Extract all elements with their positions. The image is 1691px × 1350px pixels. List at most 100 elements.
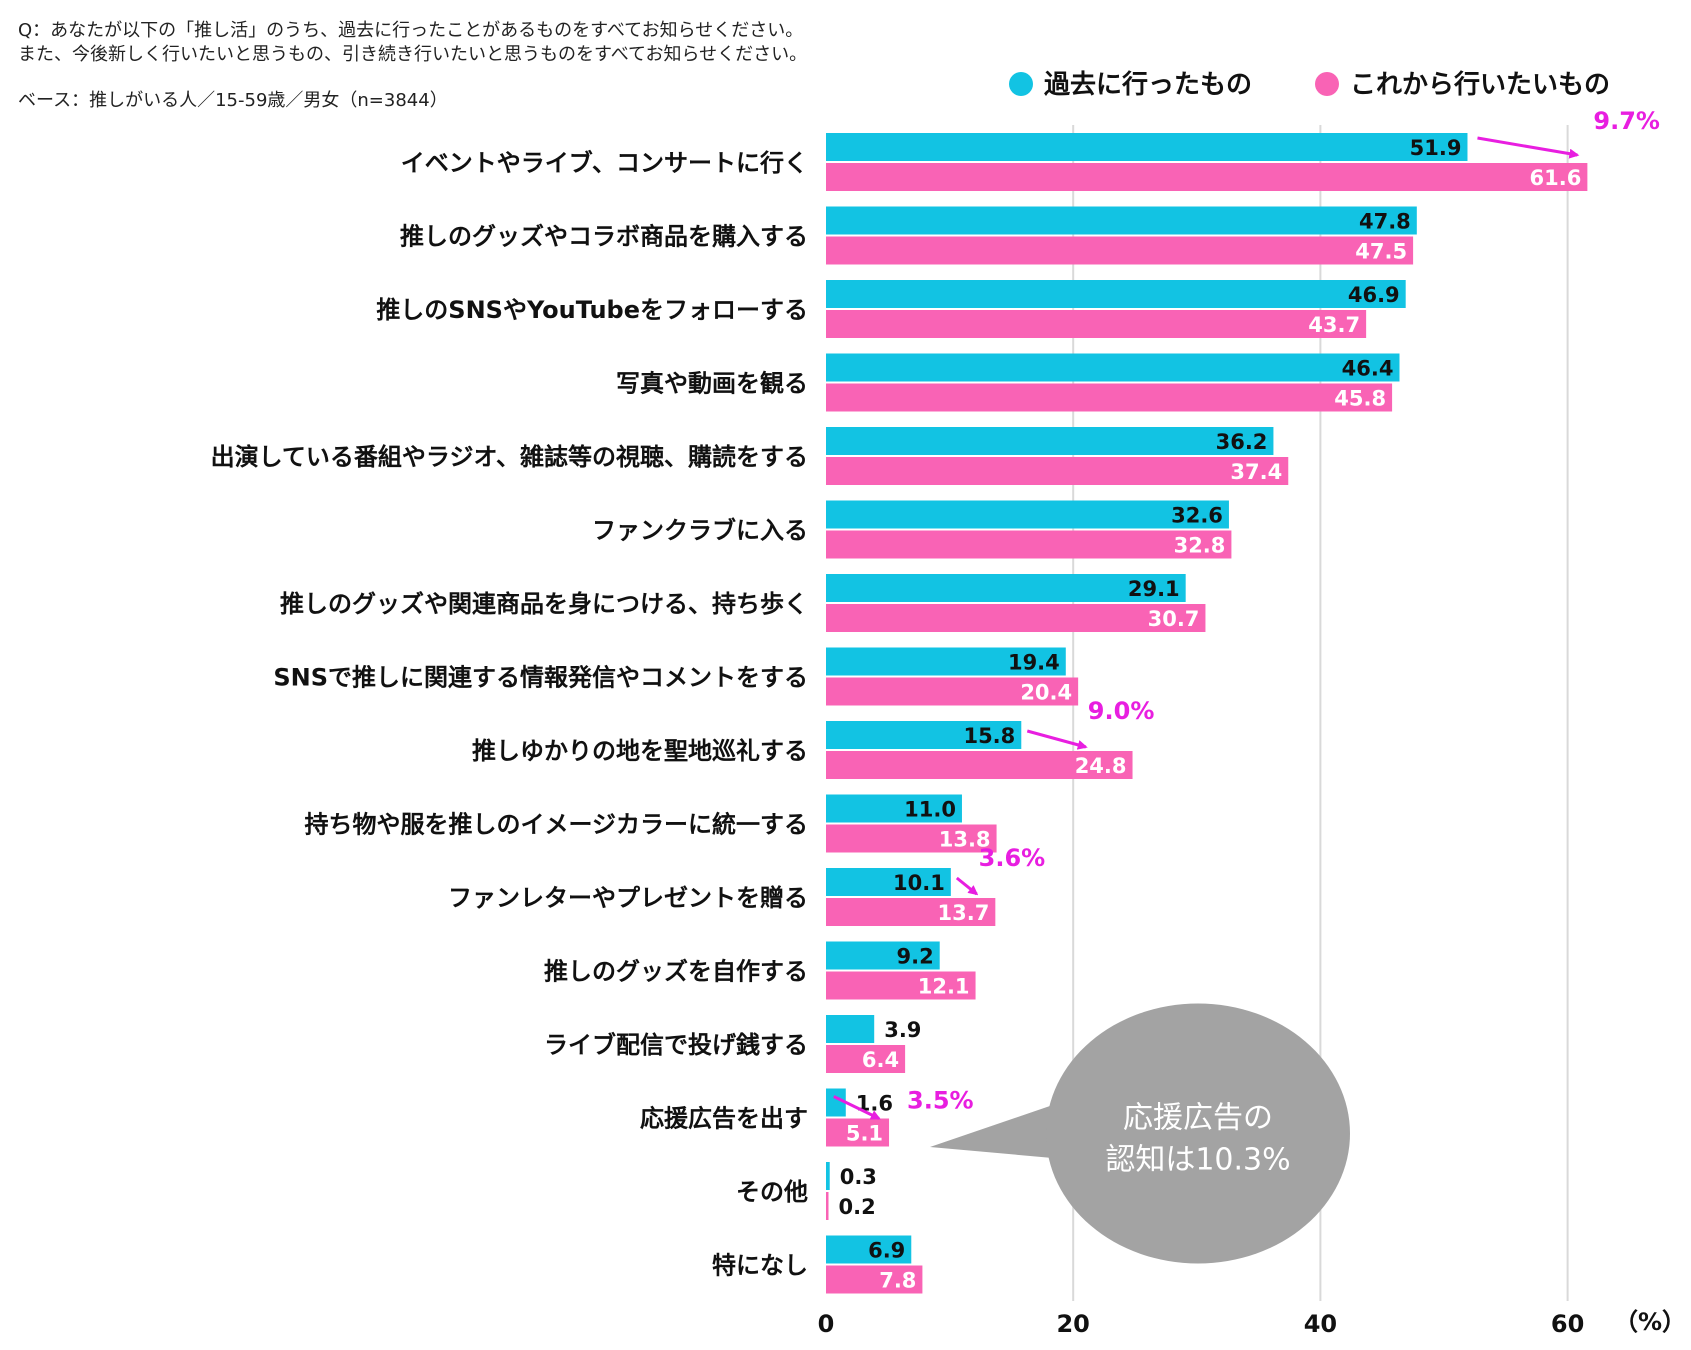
difference-arrow xyxy=(1026,729,1088,750)
bar-past xyxy=(826,1162,830,1190)
category-label: 推しのグッズやコラボ商品を購入する xyxy=(400,223,808,251)
bar-past xyxy=(826,941,940,970)
question-line-2: また、今後新しく行いたいと思うもの、引き続き行いたいと思うものをすべてお知らせく… xyxy=(18,44,808,65)
value-label-future: 61.6 xyxy=(1530,166,1582,190)
value-label-future: 47.5 xyxy=(1355,240,1407,264)
bar-future xyxy=(826,1192,829,1220)
base-note: ベース：推しがいる人／15-59歳／男女（n=3844） xyxy=(18,90,448,111)
callout-pointer xyxy=(930,1095,1082,1160)
bar-past xyxy=(826,353,1400,382)
value-label-future: 6.4 xyxy=(862,1048,899,1072)
bar-past xyxy=(826,1015,875,1043)
difference-label: 3.5% xyxy=(907,1087,974,1115)
bar-future xyxy=(826,604,1206,632)
bar-future xyxy=(826,1045,906,1073)
category-label: 応援広告を出す xyxy=(640,1105,808,1133)
bar-past xyxy=(826,206,1417,235)
difference-arrow xyxy=(833,1095,881,1120)
value-label-future: 13.8 xyxy=(939,828,991,852)
difference-label: 9.7% xyxy=(1593,107,1660,135)
category-label: 出演している番組やラジオ、雑誌等の視聴、購読をする xyxy=(211,443,808,471)
bar-future xyxy=(826,971,976,1000)
bar-past xyxy=(826,721,1022,749)
bar-future xyxy=(826,898,996,926)
value-label-future: 24.8 xyxy=(1075,754,1127,778)
difference-label: 9.0% xyxy=(1088,697,1155,725)
bar-future xyxy=(826,236,1414,265)
bar-future xyxy=(826,457,1289,485)
value-label-past: 19.4 xyxy=(1008,651,1060,675)
bar-future xyxy=(826,677,1079,706)
x-tick-label: 60 xyxy=(1551,1310,1584,1338)
value-label-past: 1.6 xyxy=(856,1092,893,1116)
legend-label-past: 過去に行ったもの xyxy=(1044,69,1252,100)
value-label-future: 37.4 xyxy=(1230,460,1282,484)
bar-past xyxy=(826,794,962,823)
value-label-past: 46.9 xyxy=(1348,283,1400,307)
value-label-past: 29.1 xyxy=(1128,577,1180,601)
legend-marker-past xyxy=(1009,72,1033,96)
value-label-future: 7.8 xyxy=(879,1269,916,1293)
bar-past xyxy=(826,1235,912,1264)
bar-past xyxy=(826,427,1274,455)
bar-future xyxy=(826,310,1367,338)
category-label: 推しのグッズや関連商品を身につける、持ち歩く xyxy=(280,590,808,618)
value-label-past: 0.3 xyxy=(840,1165,877,1189)
value-label-future: 5.1 xyxy=(846,1122,883,1146)
value-label-future: 20.4 xyxy=(1020,681,1072,705)
bar-past xyxy=(826,647,1066,676)
bar-past xyxy=(826,1088,846,1117)
value-label-past: 47.8 xyxy=(1359,210,1411,234)
difference-arrow xyxy=(1477,136,1580,159)
value-label-future: 43.7 xyxy=(1308,313,1360,337)
x-tick-label: 0 xyxy=(818,1310,835,1338)
callout-line-2: 認知は10.3% xyxy=(1105,1143,1290,1178)
value-label-past: 32.6 xyxy=(1171,504,1223,528)
question-line-1: Q：あなたが以下の「推し活」のうち、過去に行ったことがあるものをすべてお知らせく… xyxy=(18,20,804,41)
category-label: 特になし xyxy=(712,1252,808,1280)
category-label: SNSで推しに関連する情報発信やコメントをする xyxy=(273,664,808,692)
category-label: 推しのSNSやYouTubeをフォローする xyxy=(376,296,808,324)
value-label-past: 9.2 xyxy=(897,945,934,969)
bar-future xyxy=(826,383,1393,412)
value-label-past: 3.9 xyxy=(884,1018,921,1042)
bar-past xyxy=(826,574,1186,602)
category-label: 持ち物や服を推しのイメージカラーに統一する xyxy=(304,811,808,839)
category-label: ライブ配信で投げ銭する xyxy=(544,1031,808,1059)
legend-marker-future xyxy=(1315,72,1339,96)
value-label-past: 10.1 xyxy=(893,871,945,895)
value-label-past: 46.4 xyxy=(1342,357,1394,381)
callout-bubble xyxy=(1046,1003,1350,1264)
bar-past xyxy=(826,133,1468,161)
category-label: ファンレターやプレゼントを贈る xyxy=(448,884,808,912)
bar-past xyxy=(826,280,1406,308)
value-label-past: 15.8 xyxy=(963,724,1015,748)
category-label: 写真や動画を観る xyxy=(616,370,808,398)
bar-future xyxy=(826,163,1588,191)
category-label: イベントやライブ、コンサートに行く xyxy=(401,149,808,177)
value-label-past: 11.0 xyxy=(904,798,956,822)
value-label-future: 45.8 xyxy=(1334,387,1386,411)
value-label-past: 36.2 xyxy=(1216,430,1268,454)
x-unit-label: （%） xyxy=(1614,1308,1686,1336)
bar-future xyxy=(826,1265,923,1294)
bar-future xyxy=(826,824,997,853)
x-tick-label: 40 xyxy=(1304,1310,1337,1338)
bar-past xyxy=(826,868,951,896)
x-tick-label: 20 xyxy=(1056,1310,1089,1338)
bar-past xyxy=(826,500,1229,529)
value-label-past: 6.9 xyxy=(868,1239,905,1263)
bar-future xyxy=(826,1118,890,1147)
callout-line-1: 応援広告の xyxy=(1123,1101,1273,1136)
category-label: ファンクラブに入る xyxy=(592,517,808,545)
difference-arrow xyxy=(955,876,979,896)
legend-label-future: これから行いたいもの xyxy=(1350,69,1610,100)
value-label-future: 32.8 xyxy=(1174,534,1226,558)
value-label-future: 12.1 xyxy=(918,975,970,999)
category-label: その他 xyxy=(736,1178,808,1206)
value-label-past: 51.9 xyxy=(1410,136,1462,160)
category-label: 推しゆかりの地を聖地巡礼する xyxy=(472,737,808,765)
category-label: 推しのグッズを自作する xyxy=(544,958,808,986)
difference-label: 3.6% xyxy=(979,844,1046,872)
